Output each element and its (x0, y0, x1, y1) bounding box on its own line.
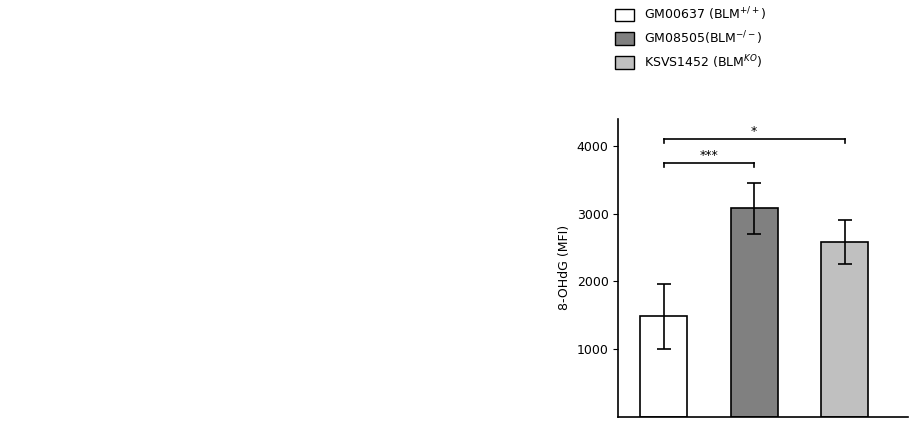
Bar (730, 208, 777, 416)
Text: ***: *** (698, 149, 718, 162)
Text: *: * (750, 125, 756, 138)
Bar (640, 317, 686, 416)
Y-axis label: 8-OHdG (MFI): 8-OHdG (MFI) (558, 225, 571, 310)
Bar (821, 242, 868, 416)
Legend: GM00637 (BLM$^{+/+}$), GM08505(BLM$^{-/-}$), KSVS1452 (BLM$^{KO}$): GM00637 (BLM$^{+/+}$), GM08505(BLM$^{-/-… (609, 0, 771, 76)
